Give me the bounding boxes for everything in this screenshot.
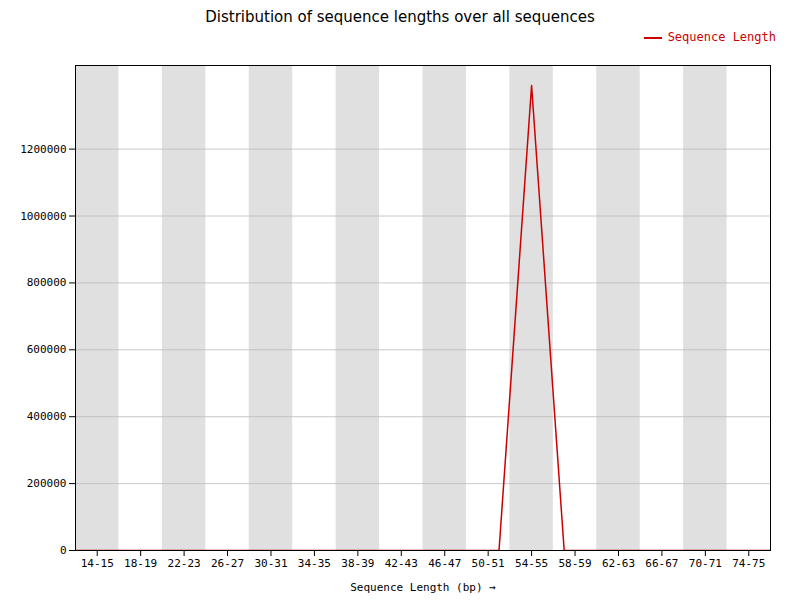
svg-text:18-19: 18-19: [124, 557, 157, 570]
svg-text:30-31: 30-31: [254, 557, 287, 570]
svg-text:800000: 800000: [27, 276, 67, 289]
svg-text:46-47: 46-47: [428, 557, 461, 570]
svg-text:34-35: 34-35: [298, 557, 331, 570]
svg-text:70-71: 70-71: [689, 557, 722, 570]
svg-text:26-27: 26-27: [211, 557, 244, 570]
svg-text:1200000: 1200000: [20, 143, 66, 156]
svg-text:58-59: 58-59: [558, 557, 591, 570]
svg-text:600000: 600000: [27, 343, 67, 356]
svg-text:400000: 400000: [27, 410, 67, 423]
svg-text:38-39: 38-39: [341, 557, 374, 570]
svg-text:200000: 200000: [27, 477, 67, 490]
html-text:Distribution of sequence lengt: Distribution of sequence lengths over al…: [205, 8, 595, 26]
svg-text:0: 0: [60, 544, 67, 557]
svg-text:22-23: 22-23: [168, 557, 201, 570]
svg-text:14-15: 14-15: [81, 557, 114, 570]
svg-text:Sequence Length (bp) →: Sequence Length (bp) →: [350, 581, 496, 594]
svg-text:66-67: 66-67: [645, 557, 678, 570]
svg-text:74-75: 74-75: [732, 557, 765, 570]
svg-text:1000000: 1000000: [20, 210, 66, 223]
svg-text:50-51: 50-51: [472, 557, 505, 570]
svg-text:62-63: 62-63: [602, 557, 635, 570]
html-text:Sequence Length: Sequence Length: [667, 30, 776, 44]
svg-text:42-43: 42-43: [385, 557, 418, 570]
svg-text:54-55: 54-55: [515, 557, 548, 570]
